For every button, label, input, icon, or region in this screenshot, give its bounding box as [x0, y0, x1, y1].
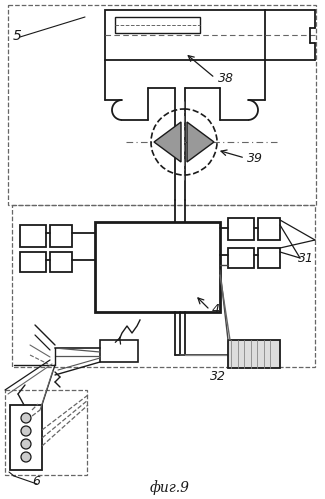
Text: 32: 32 [210, 370, 226, 383]
Polygon shape [187, 122, 214, 162]
Bar [10, 405, 42, 470]
Bar [115, 17, 200, 33]
Text: 6: 6 [32, 475, 40, 488]
Circle shape [21, 426, 31, 436]
Bar [228, 248, 254, 268]
Bar [50, 225, 72, 247]
Text: фиг.9: фиг.9 [150, 480, 190, 495]
Bar [8, 5, 316, 205]
Bar [228, 340, 280, 368]
Circle shape [21, 452, 31, 462]
Bar [258, 248, 280, 268]
Bar [228, 218, 254, 240]
Bar [20, 225, 46, 247]
Bar [50, 252, 72, 272]
Bar [20, 252, 46, 272]
Bar [105, 10, 265, 60]
Text: 39: 39 [247, 152, 263, 165]
Polygon shape [154, 122, 181, 162]
Text: 38: 38 [218, 72, 234, 85]
Text: 4: 4 [212, 303, 220, 316]
Text: 31: 31 [298, 252, 314, 265]
Bar [12, 205, 315, 367]
Circle shape [21, 413, 31, 423]
Bar [95, 222, 220, 312]
Bar [258, 218, 280, 240]
Circle shape [21, 439, 31, 449]
Bar [100, 340, 138, 362]
Text: 5: 5 [13, 29, 22, 43]
Bar [5, 390, 87, 475]
